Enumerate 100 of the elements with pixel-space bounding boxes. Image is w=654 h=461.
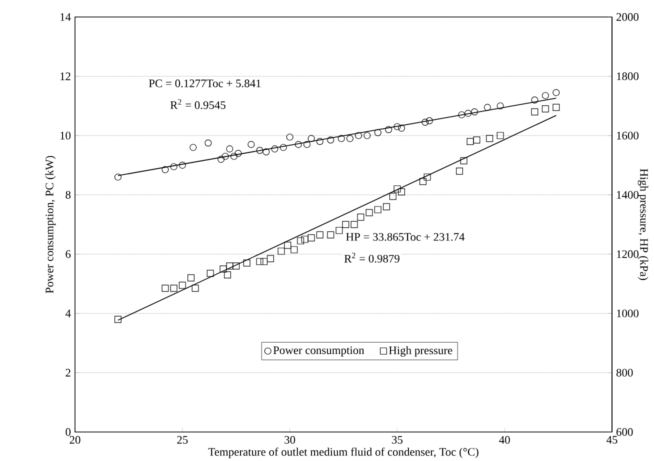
point [389, 192, 396, 200]
point [178, 162, 186, 169]
point [271, 145, 278, 152]
point [382, 203, 390, 210]
point [552, 89, 560, 96]
x-tick-label: 20 [70, 436, 80, 444]
y-axis-title: Power consumption, PC (kW) [45, 156, 56, 294]
y2-tick-label: 1800 [617, 72, 639, 80]
point [336, 226, 343, 234]
point [280, 144, 287, 151]
point [458, 111, 466, 118]
point [496, 132, 504, 140]
point [162, 284, 169, 292]
point [357, 214, 364, 221]
point [226, 262, 234, 270]
y-tick-label: 4 [65, 310, 71, 318]
point [170, 163, 178, 170]
point [226, 145, 234, 152]
point [460, 157, 468, 164]
point [327, 136, 334, 144]
point [374, 129, 382, 136]
point [350, 221, 358, 228]
y2-tick-label: 600 [616, 428, 633, 436]
point [316, 231, 324, 238]
y-tick-label: 8 [66, 191, 71, 199]
annotation: R$^{2}$ = 0.9545 [170, 99, 226, 110]
y-tick-label: 0 [66, 428, 71, 436]
point [206, 270, 214, 277]
point [484, 104, 491, 111]
point [266, 255, 274, 262]
point [374, 206, 382, 214]
point [531, 96, 538, 104]
point [327, 231, 334, 238]
y2-tick-label: 800 [616, 368, 633, 377]
legend-label: High pressure [388, 346, 452, 357]
point [496, 102, 504, 110]
point [471, 108, 478, 116]
x-tick-label: 40 [499, 436, 510, 444]
point [342, 221, 350, 228]
point [308, 135, 315, 142]
point [364, 132, 371, 140]
point [466, 138, 474, 145]
x-tick-label: 30 [284, 436, 296, 444]
point [294, 140, 302, 148]
point [308, 234, 315, 242]
point [162, 166, 169, 174]
point [222, 152, 229, 160]
x-tick-label: 35 [392, 436, 402, 444]
x-tick-label: 25 [177, 436, 188, 444]
legend-label: Power consumption [273, 346, 364, 356]
point [542, 92, 549, 100]
point [220, 265, 227, 272]
point [218, 156, 225, 163]
point [230, 152, 238, 160]
point [190, 144, 197, 151]
point [224, 271, 231, 278]
point [232, 262, 240, 270]
point [355, 132, 362, 140]
point [456, 168, 463, 175]
point [552, 104, 560, 111]
point [424, 174, 431, 181]
point [303, 140, 310, 148]
point [394, 185, 401, 192]
point [385, 126, 392, 134]
x-axis-title: Temperature of outlet medium fluid of condenser, Toc (°C) [208, 448, 478, 458]
point [426, 117, 433, 124]
y-tick-label: 6 [66, 250, 71, 258]
point [256, 258, 264, 266]
point [394, 123, 401, 130]
y2-tick-label: 1000 [617, 310, 639, 318]
point [422, 118, 429, 126]
point [204, 139, 212, 146]
x-tick-label: 45 [606, 436, 618, 444]
y2-tick-label: 1400 [617, 191, 639, 199]
point [278, 248, 285, 255]
point [542, 105, 549, 112]
y2-tick-label: 1600 [617, 132, 639, 140]
y-tick-label: 14 [60, 13, 71, 21]
annotation: HP = 33.865Toc + 231.74 [346, 233, 465, 241]
y2-axis-title: High pressure, HP (kPa) [638, 168, 648, 280]
point [256, 146, 264, 154]
point [114, 174, 122, 181]
point [473, 136, 480, 144]
point [301, 236, 308, 243]
point [262, 148, 270, 156]
point [346, 135, 354, 142]
point [366, 209, 373, 216]
point [464, 110, 472, 117]
annotation: R$^{2}$ = 0.9879 [344, 252, 400, 263]
point [338, 135, 345, 142]
point [284, 242, 292, 249]
point [286, 134, 294, 141]
point [114, 316, 122, 323]
point [178, 282, 186, 289]
point [297, 237, 304, 244]
annotation: PC = 0.1277Toc + 5.841 [148, 80, 261, 88]
point [398, 188, 405, 196]
point [290, 246, 298, 254]
y2-tick-label: 2000 [616, 13, 639, 21]
point [188, 274, 194, 282]
